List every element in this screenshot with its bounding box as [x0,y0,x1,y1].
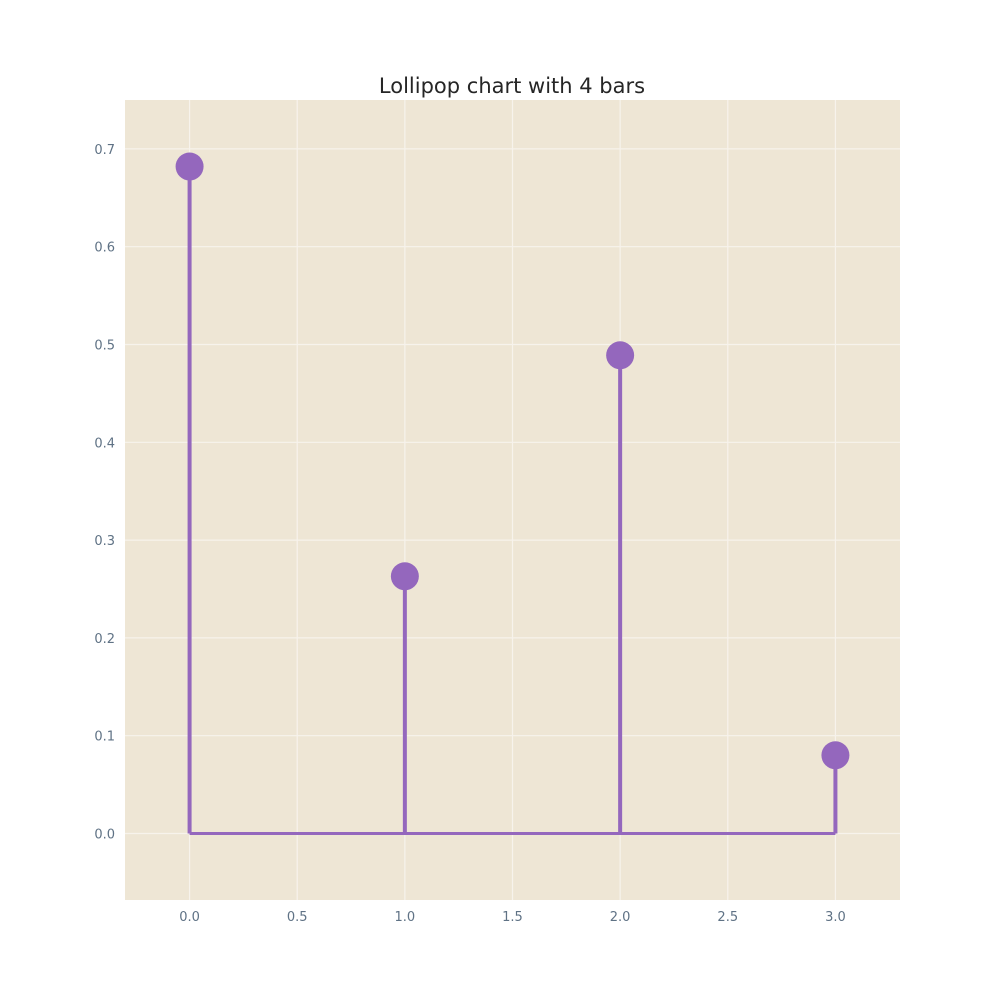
y-tick-label-4: 0.4 [94,436,115,451]
x-tick-label-4: 2.0 [610,910,631,925]
y-tick-label-1: 0.1 [94,730,115,745]
x-tick-label-6: 3.0 [825,910,846,925]
y-tick-label-3: 0.3 [94,534,115,549]
y-tick-label-5: 0.5 [94,338,115,353]
marker-2 [606,341,635,370]
y-tick-label-2: 0.2 [94,632,115,647]
marker-0 [175,152,204,181]
chart-title: Lollipop chart with 4 bars [379,74,645,98]
y-tick-label-7: 0.7 [94,143,115,158]
markers [175,152,850,770]
marker-1 [390,562,419,591]
y-tick-label-6: 0.6 [94,241,115,256]
x-tick-label-2: 1.0 [395,910,416,925]
marker-3 [821,741,850,770]
y-axis-tick-labels: 0.0 0.1 0.2 0.3 0.4 0.5 0.6 0.7 [94,143,115,843]
x-tick-label-3: 1.5 [502,910,523,925]
x-tick-label-5: 2.5 [717,910,738,925]
x-axis-tick-labels: 0.0 0.5 1.0 1.5 2.0 2.5 3.0 [179,910,846,925]
x-tick-label-1: 0.5 [287,910,308,925]
y-tick-label-0: 0.0 [94,827,115,842]
x-tick-label-0: 0.0 [179,910,200,925]
